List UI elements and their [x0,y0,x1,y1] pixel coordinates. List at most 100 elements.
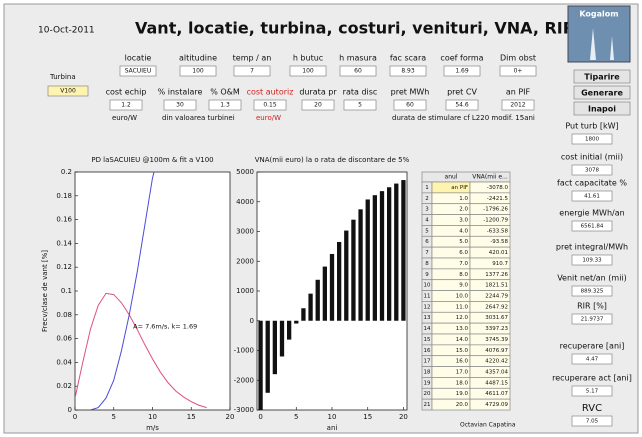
bar [258,321,262,413]
table-cell-text: 15.0 [456,348,469,354]
row-number: 10 [424,283,431,289]
table-cell-text: 420.01 [489,250,508,256]
x-tick-label: 0 [73,413,77,421]
table-cell-text: an PIF [451,185,468,191]
input-label: locatie [125,54,152,63]
input-value: 8.93 [401,68,415,75]
table-cell-text: 12.0 [456,315,469,321]
result-value: 5.17 [586,389,599,395]
table-cell-text: 10.0 [456,294,469,300]
table-cell-text: 3397.23 [485,326,508,332]
input-label: Dim obst [500,54,536,63]
table-cell-text: 13.0 [456,326,469,332]
input-label: h butuc [293,54,323,63]
row-number: 6 [425,239,429,245]
row-number: 17 [424,359,431,365]
x-tick-label: 15 [363,413,372,421]
app-window: 10-Oct-2011 Vant, locatie, turbina, cost… [0,0,642,437]
x-axis-label: ani [327,424,338,432]
row-number: 19 [424,380,431,386]
result-label: RIR [%] [577,302,607,311]
table-cell-text: -1796.26 [483,207,508,213]
result-value: 6561.84 [581,224,604,230]
input-label: cost echip [106,88,147,97]
table-cell-text: 1.0 [459,196,468,202]
input-label: altitudine [179,54,217,63]
bar [366,199,370,320]
input-label: cost autoriz [247,88,294,97]
input-label: % O&M [210,88,240,97]
row-number: 13 [424,315,431,321]
row-number: 5 [425,228,429,234]
table-cell-text: -93.58 [490,239,508,245]
y-tick-label: 0 [68,406,72,414]
result-label: fact capacitate % [557,179,627,188]
bar [330,254,334,321]
table-cell-text: 6.0 [459,250,468,256]
note: euro/W [112,114,137,122]
y-tick-label: 3000 [236,228,254,236]
table-cell-text: 4487.15 [485,380,508,386]
row-number: 9 [425,272,429,278]
y-tick-label: 0.1 [61,287,72,295]
input-label: % instalare [158,88,203,97]
table-cell-text: 2.0 [459,207,468,213]
result-value: 3078 [585,168,599,174]
note: euro/W [256,114,281,122]
row-number: 14 [424,326,431,332]
table-cell-text: 14.0 [456,337,469,343]
note: din valoarea turbinei [162,114,235,122]
input-value: 5 [358,102,362,109]
table-cell-text: 1821.51 [485,283,508,289]
result-value: 7.05 [586,419,599,425]
row-number: 15 [424,337,431,343]
row-number: 11 [424,294,431,300]
input-value: 60 [406,102,414,109]
input-label: rata disc [343,88,378,97]
table-header: anul [445,174,458,181]
table-cell-text: 4220.42 [485,359,508,365]
table-cell-text: 3745.39 [485,337,508,343]
input-label: fac scara [390,54,426,63]
button-label[interactable]: Generare [581,89,623,98]
table-cell-text: 4729.09 [485,402,508,408]
note: durata de stimulare cf L220 modif. 15ani [392,114,535,122]
row-number: 20 [424,391,431,397]
row-number: 3 [425,207,429,213]
result-label: recuperare act [ani] [552,374,632,383]
table-cell-text: 9.0 [459,283,468,289]
table-cell-text: 4076.97 [485,348,508,354]
x-tick-label: 0 [258,413,262,421]
y-tick-label: 0 [250,317,254,325]
x-tick-label: 15 [187,413,196,421]
button-label[interactable]: Tiparire [584,73,620,82]
x-tick-label: 20 [399,413,408,421]
chart-title: PD laSACUIEU @100m & fit a V100 [91,156,213,164]
result-value: 109.33 [582,258,602,264]
result-value: 4.47 [586,357,599,363]
input-value: 1.3 [220,102,230,109]
bar [373,195,377,321]
result-label: cost initial (mii) [561,153,623,162]
table-cell-text: 19.0 [456,391,469,397]
y-tick-label: 2000 [236,257,254,265]
x-tick-label: 10 [328,413,337,421]
date: 10-Oct-2011 [38,26,95,36]
bar [280,321,284,357]
y-tick-label: 0.2 [61,168,72,176]
row-number: 1 [425,185,429,191]
input-value: 30 [176,102,184,109]
bar [394,184,398,321]
result-value: 1800 [585,137,599,143]
y-tick-label: 0.18 [56,192,72,200]
bar [273,321,277,374]
table-cell-text: 18.0 [456,380,469,386]
y-tick-label: -2000 [234,376,254,384]
row-number: 8 [425,261,429,267]
table-cell-text: 1377.26 [485,272,508,278]
input-label: an PIF [506,88,531,97]
button-label[interactable]: Inapoi [588,105,616,114]
bar [323,267,327,321]
row-number: 4 [425,218,429,224]
table-cell-text: 4.0 [459,228,468,234]
